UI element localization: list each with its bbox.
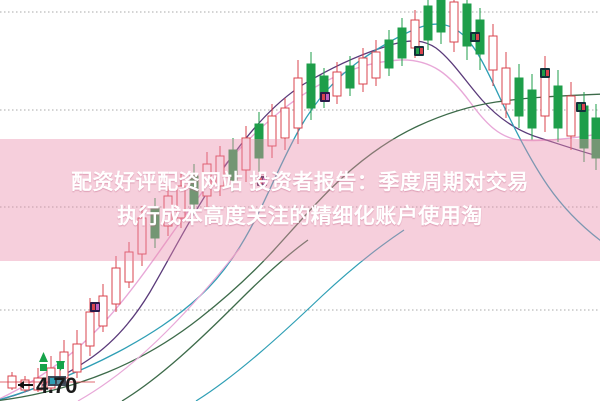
- promo-line-1: 配资好评配资网站 投资者报告：季度周期对交易: [71, 170, 529, 194]
- ma-line-ma20-lower-branch: [77, 247, 241, 401]
- candle[interactable]: [566, 82, 576, 150]
- candle[interactable]: [241, 126, 251, 182]
- ma-line-ma60: [0, 93, 600, 401]
- signal-badge-icon[interactable]: [320, 92, 330, 102]
- candle[interactable]: [72, 330, 82, 378]
- candle[interactable]: [254, 112, 264, 172]
- ma-line-ma10: [0, 40, 600, 401]
- candle[interactable]: [397, 18, 407, 66]
- candle[interactable]: [436, 0, 446, 44]
- buy-signal-markers[interactable]: [39, 352, 65, 371]
- candle[interactable]: [514, 64, 524, 128]
- candle[interactable]: [384, 30, 394, 76]
- candle[interactable]: [462, 0, 472, 60]
- candle[interactable]: [111, 256, 121, 312]
- candle[interactable]: [33, 368, 43, 392]
- candle[interactable]: [163, 186, 173, 236]
- candle[interactable]: [293, 60, 303, 144]
- signal-badge-icon[interactable]: [540, 68, 550, 78]
- candle[interactable]: [150, 198, 160, 248]
- candle[interactable]: [488, 24, 498, 86]
- candle[interactable]: [423, 0, 433, 50]
- signal-badge-icon[interactable]: [257, 176, 267, 186]
- price-crosshair: [0, 376, 95, 386]
- promo-line-2: 执行成本高度关注的精细化账户使用淘: [117, 205, 483, 228]
- candle[interactable]: [202, 152, 212, 208]
- candle[interactable]: [215, 146, 225, 196]
- promo-banner-text: 配资好评配资网站 投资者报告：季度周期对交易 执行成本高度关注的精细化账户使用淘: [0, 139, 600, 261]
- candle[interactable]: [527, 74, 537, 140]
- ma-line-ma60-lower-branch: [121, 239, 309, 401]
- candle[interactable]: [553, 70, 563, 142]
- signal-badges[interactable]: [90, 32, 586, 312]
- candle[interactable]: [189, 164, 199, 214]
- candle[interactable]: [332, 62, 342, 104]
- candle[interactable]: [176, 174, 186, 228]
- ma-line-ma5-lower-branch: [195, 229, 405, 401]
- candle[interactable]: [124, 242, 134, 288]
- signal-badge-icon[interactable]: [576, 102, 586, 112]
- left-arrow-cursor-icon: [18, 379, 34, 393]
- buy-arrow-icon[interactable]: [39, 352, 48, 371]
- candle[interactable]: [358, 48, 368, 92]
- ma-line-ma5: [0, 23, 600, 401]
- candle[interactable]: [306, 52, 316, 120]
- candle[interactable]: [371, 40, 381, 86]
- signal-badge-icon[interactable]: [414, 46, 424, 56]
- candle[interactable]: [501, 52, 511, 118]
- candle[interactable]: [228, 138, 238, 192]
- price-label: 4.70: [18, 373, 77, 399]
- candle[interactable]: [267, 104, 277, 158]
- buy-arrow-icon[interactable]: [56, 361, 65, 371]
- candle[interactable]: [345, 56, 355, 96]
- candle[interactable]: [137, 206, 147, 266]
- ma-line-ma20: [0, 59, 600, 400]
- candle[interactable]: [591, 104, 600, 170]
- signal-badge-icon[interactable]: [470, 32, 480, 42]
- candle[interactable]: [449, 0, 459, 52]
- candle[interactable]: [280, 98, 290, 150]
- price-label-value: 4.70: [36, 373, 77, 398]
- signal-badge-icon[interactable]: [90, 302, 100, 312]
